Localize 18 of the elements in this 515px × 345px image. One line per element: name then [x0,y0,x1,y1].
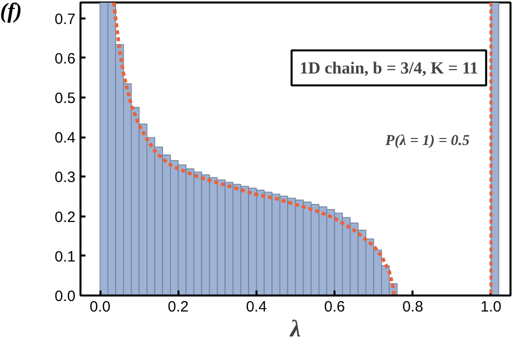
x-tick-label: 0.4 [246,298,267,316]
x-tick-label: 0.2 [168,298,189,316]
x-tick-label: 0.6 [324,298,346,316]
annotation: P(λ = 1) = 0.5 [385,133,470,150]
x-tick-label: 0.0 [90,298,110,316]
x-axis-title: λ [289,316,302,342]
y-tick-label: 0.6 [54,50,76,68]
x-tick-label: 1.0 [480,298,502,316]
y-tick-label: 0.1 [54,248,76,266]
y-tick-label: 0.7 [54,10,76,28]
y-tick-label: 0.2 [54,208,76,226]
y-tick-label: 0.4 [54,130,76,147]
y-tick-label: 0.3 [54,169,76,186]
y-tick-label: 0.5 [54,90,76,108]
annotation: 1D chain, b = 3/4, K = 11 [300,58,478,78]
x-tick-label: 0.8 [402,298,424,316]
y-tick-label: 0.0 [54,288,76,305]
text: (f) [0,0,22,23]
